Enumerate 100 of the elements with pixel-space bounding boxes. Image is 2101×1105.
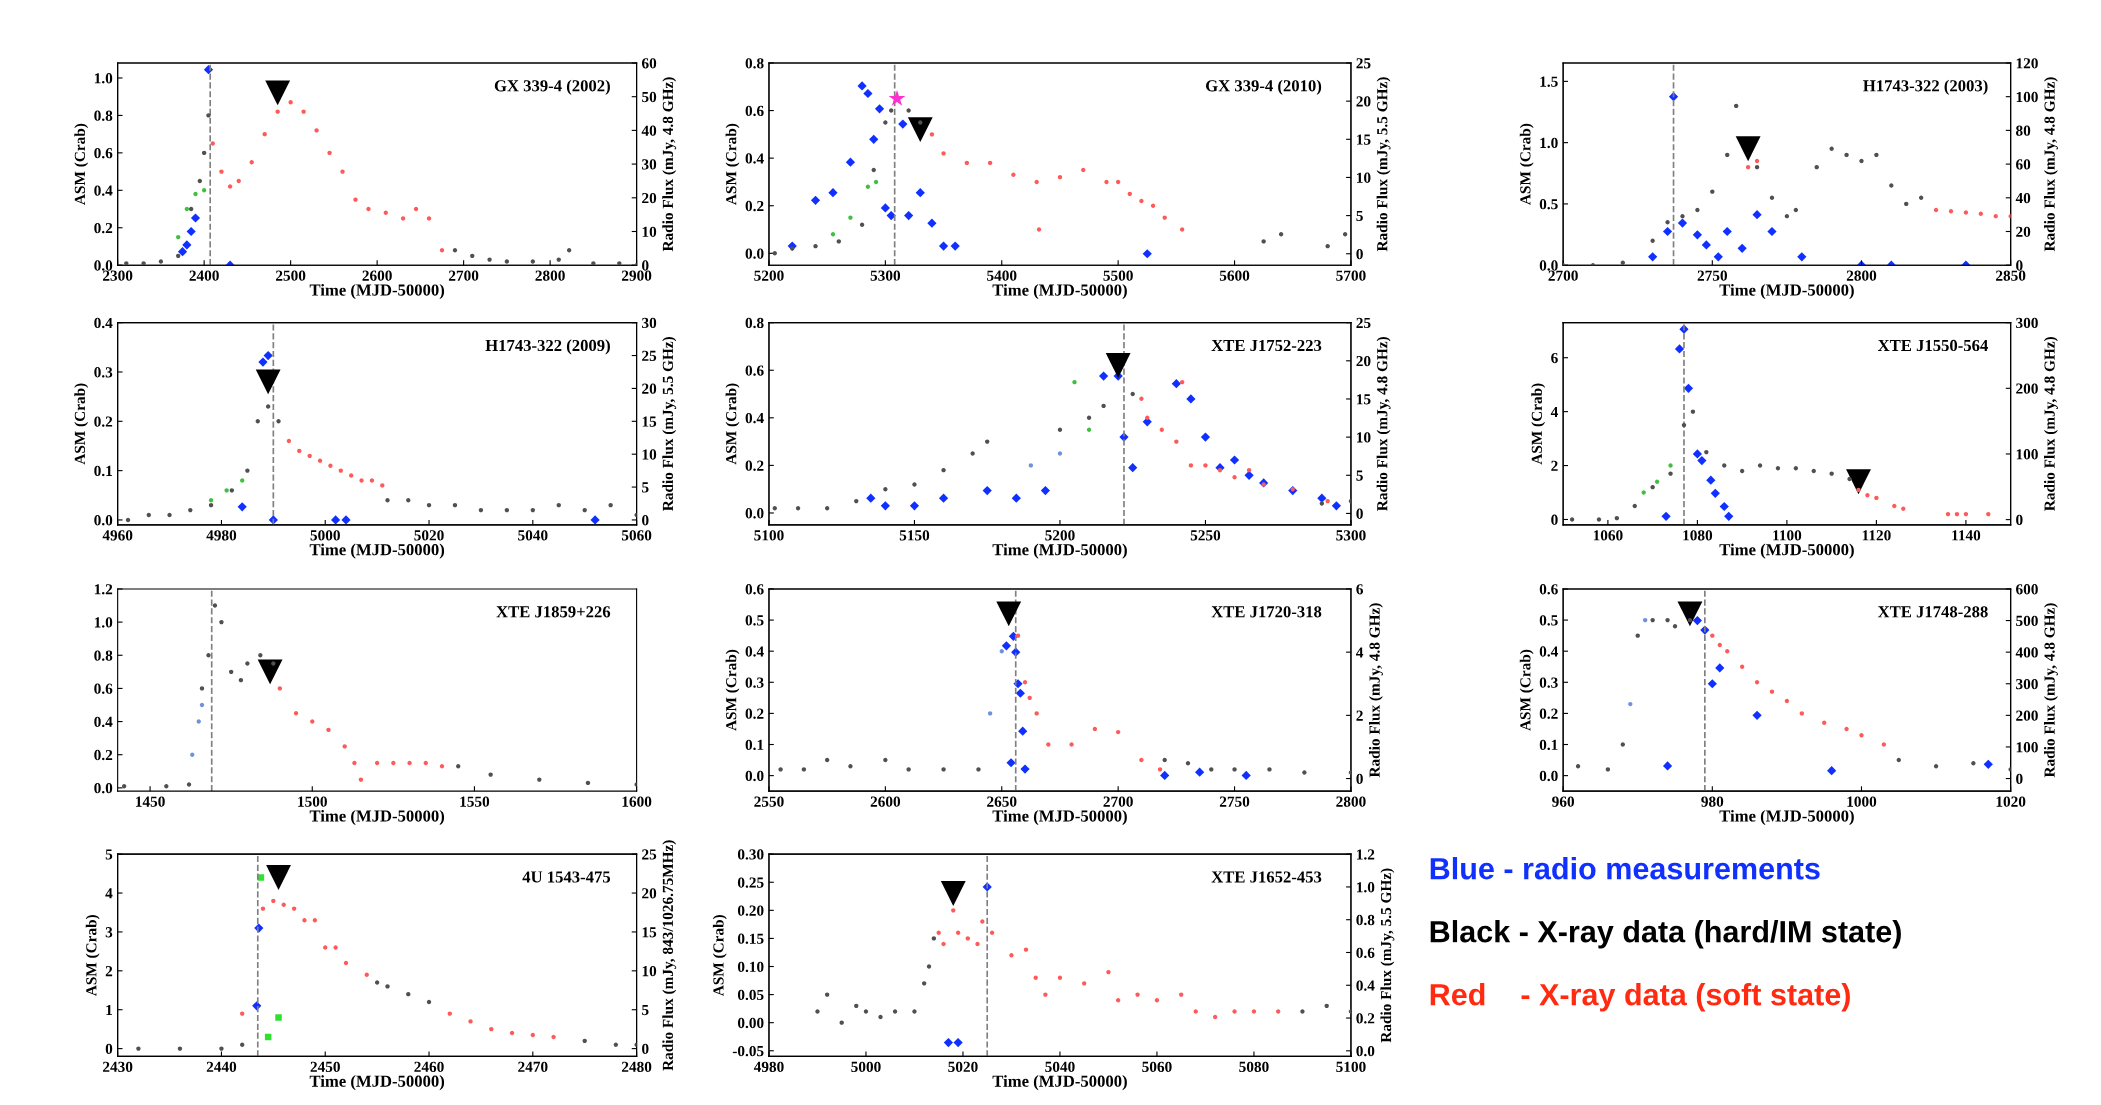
point: [1614, 515, 1620, 521]
y2-axis-title: Radio Flux (mJy, 5.5 GHz): [1376, 77, 1391, 252]
x-tick-label: 5040: [518, 530, 548, 541]
point: [1034, 179, 1039, 185]
point: [1072, 379, 1077, 385]
point: [915, 188, 925, 198]
point: [880, 501, 890, 511]
point: [478, 507, 484, 513]
point: [190, 213, 201, 223]
y-tick-label: 4: [1550, 406, 1558, 417]
point: [918, 120, 923, 125]
point: [1692, 615, 1703, 626]
point: [1596, 517, 1602, 522]
point: [489, 1026, 494, 1032]
x-tick-label: 4980: [753, 1061, 784, 1072]
point: [400, 216, 406, 221]
point: [537, 777, 542, 782]
point: [206, 653, 211, 658]
point: [331, 515, 341, 525]
point: [1710, 633, 1715, 638]
x-tick-label: 5200: [754, 270, 784, 281]
y-tick-label: 0.1: [1539, 739, 1558, 751]
y2-tick-label: 80: [2016, 125, 2031, 136]
point: [931, 936, 937, 941]
point: [566, 248, 572, 253]
y2-tick-label: 100: [2016, 91, 2038, 103]
point: [1983, 759, 1993, 769]
y2-tick-label: 30: [642, 159, 657, 170]
y2-tick-label: 25: [1356, 58, 1371, 69]
point: [219, 1046, 224, 1051]
point: [530, 259, 536, 264]
point: [176, 253, 181, 259]
point: [608, 502, 613, 508]
x-tick-label: 2700: [1548, 270, 1578, 281]
point: [951, 908, 956, 913]
y-tick-label: 0.0: [94, 783, 113, 794]
point: [1889, 183, 1894, 188]
point: [423, 760, 428, 766]
point: [845, 157, 856, 167]
y-tick-label: 0.4: [745, 153, 764, 164]
point: [208, 498, 214, 503]
point: [1139, 396, 1144, 401]
point: [1665, 617, 1670, 623]
x-tick-label: 2600: [870, 796, 901, 807]
point: [1099, 371, 1109, 381]
y-tick-label: 0.2: [1539, 708, 1558, 719]
point: [926, 964, 932, 969]
y-tick-label: 3: [105, 927, 113, 938]
point: [1267, 767, 1272, 772]
point: [1662, 226, 1673, 237]
point: [907, 117, 933, 143]
x-tick-label: 5500: [1103, 270, 1133, 281]
point: [1904, 201, 1909, 207]
y-tick-label: 1.0: [94, 617, 113, 628]
point: [426, 216, 432, 221]
point: [240, 1011, 245, 1016]
y2-tick-label: 200: [2016, 710, 2038, 721]
point: [883, 486, 888, 492]
text: XTE J1720-318: [1211, 606, 1322, 618]
point: [1082, 981, 1087, 986]
point: [1185, 760, 1191, 766]
point: [1015, 688, 1025, 698]
point: [1739, 468, 1745, 474]
point: [385, 498, 390, 503]
point: [341, 515, 351, 525]
point: [950, 241, 960, 251]
x-tick-label: 4960: [102, 530, 133, 541]
point: [1081, 167, 1086, 173]
point: [927, 218, 937, 228]
point: [1797, 252, 1807, 262]
point: [452, 502, 458, 508]
point: [413, 206, 419, 212]
y2-tick-label: 100: [2016, 742, 2038, 753]
point: [987, 160, 993, 166]
point: [1844, 152, 1849, 158]
point: [1057, 174, 1063, 180]
point: [912, 482, 917, 487]
point: [1725, 648, 1730, 654]
point: [1829, 471, 1834, 476]
y2-tick-label: 0: [2016, 773, 2023, 784]
y-tick-label: 0.4: [745, 646, 764, 657]
point: [1069, 742, 1074, 747]
point: [1752, 710, 1762, 720]
point: [848, 215, 853, 220]
point: [1105, 353, 1131, 378]
y-tick-label: 0.6: [94, 148, 113, 159]
point: [906, 108, 911, 113]
point: [340, 169, 345, 174]
x-tick-label: 5300: [870, 270, 901, 281]
y-tick-label: 0.8: [745, 58, 764, 69]
point: [863, 88, 873, 99]
x-tick-label: 2500: [276, 270, 306, 281]
point: [1092, 726, 1098, 732]
y-tick-label: 0.8: [745, 317, 764, 329]
point: [1043, 992, 1048, 997]
point: [1040, 485, 1051, 496]
point: [980, 919, 985, 924]
point: [940, 881, 966, 906]
point: [1784, 698, 1790, 704]
point: [1963, 511, 1969, 517]
